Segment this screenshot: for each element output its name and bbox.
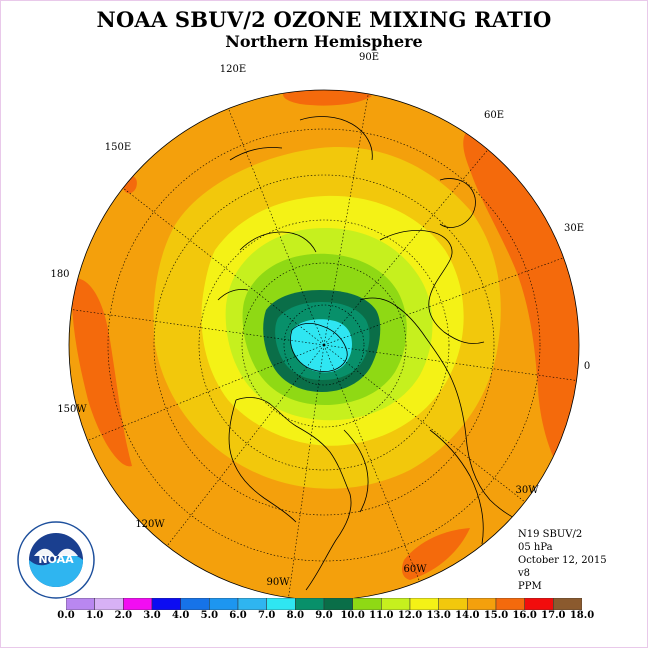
- ozone-field-7: [289, 319, 352, 373]
- meridian-line: [323, 344, 577, 381]
- longitude-label: 0: [584, 361, 590, 372]
- graticule: [71, 93, 577, 598]
- colorbar-segment: [553, 598, 582, 610]
- colorbar-tick-label: 2.0: [114, 610, 133, 621]
- satellite-label: N19 SBUV/2: [518, 529, 583, 540]
- colorbar-segment: [409, 598, 439, 610]
- longitude-label: 120W: [135, 519, 165, 530]
- colorbar-tick-label: 11.0: [369, 610, 394, 621]
- colorbar-segment: [381, 598, 411, 610]
- colorbar-tick-label: 13.0: [426, 610, 451, 621]
- colorbar-ticks: 0.0 1.0 2.0 3.0 4.0 5.0 6.0 7.0 8.0 9.0 10.0 11.0 12…: [0, 610, 648, 624]
- latitude-circle-70n: [241, 262, 407, 428]
- ozone-field-15-south: [402, 528, 470, 580]
- latitude-circle-40n: [107, 128, 541, 562]
- pressure-level-label: 05 hPa: [518, 542, 553, 553]
- logo-text: NOAA: [38, 553, 74, 566]
- latitude-circle-60n: [198, 219, 450, 471]
- colorbar-tick-label: 18.0: [569, 610, 595, 621]
- meridian-lines: [71, 93, 577, 598]
- meridian-line: [71, 309, 325, 346]
- meridian-line: [323, 344, 420, 582]
- meridian-line: [228, 108, 325, 346]
- longitude-label: 30W: [515, 485, 539, 496]
- colorbar-segment: [66, 598, 95, 610]
- colorbar-tick-label: 15.0: [483, 610, 509, 621]
- colorbar-tick-label: 7.0: [257, 610, 276, 621]
- units-label: PPM: [518, 581, 542, 592]
- longitude-label: 120E: [220, 64, 246, 75]
- colorbar-tick-label: 10.0: [340, 610, 365, 621]
- meridian-line: [87, 344, 325, 441]
- colorbar-tick-label: 1.0: [85, 610, 104, 621]
- colorbar-tick-label: 16.0: [512, 610, 537, 621]
- latitude-circle-50n: [153, 174, 495, 516]
- colorbar-segment: [209, 598, 239, 610]
- colorbar-tick-label: 4.0: [171, 610, 190, 621]
- coastlines: [217, 116, 537, 591]
- colorbar-tick-label: 9.0: [315, 610, 333, 621]
- colorbar-tick-label: 17.0: [541, 610, 566, 621]
- longitude-label: 60W: [403, 564, 427, 575]
- meridian-line: [323, 149, 489, 346]
- map-subtitle: Northern Hemisphere: [225, 32, 423, 51]
- longitude-label: 90W: [266, 577, 290, 588]
- longitude-label: 90E: [359, 52, 379, 63]
- longitude-label: 150E: [105, 142, 131, 153]
- colorbar: [66, 598, 582, 610]
- ozone-field-15-east: [463, 128, 579, 470]
- colorbar-segment: [352, 598, 382, 610]
- meridian-line: [122, 187, 325, 346]
- colorbar-tick-label: 14.0: [455, 610, 480, 621]
- colorbar-segment: [151, 598, 181, 610]
- version-label: v8: [518, 568, 531, 579]
- map-title: NOAA SBUV/2 OZONE MIXING RATIO: [96, 7, 552, 32]
- colorbar-segment: [438, 598, 468, 610]
- colorbar-segment: [123, 598, 153, 610]
- longitude-label: 180: [50, 269, 69, 280]
- colorbar-segment: [180, 598, 210, 610]
- colorbar-tick-label: 8.0: [286, 610, 305, 621]
- longitude-label: 30E: [564, 223, 584, 234]
- colorbar-segment: [524, 598, 554, 610]
- colorbar-tick-label: 0.0: [57, 610, 75, 621]
- meridian-line: [288, 344, 325, 598]
- colorbar-segment: [94, 598, 124, 610]
- longitude-label: 150W: [57, 404, 87, 415]
- ozone-field-15-west: [71, 277, 132, 467]
- ozone-field-15-north: [283, 90, 372, 106]
- colorbar-tick-label: 3.0: [143, 610, 161, 621]
- noaa-logo: NOAA: [17, 521, 95, 599]
- colorbar-tick-label: 12.0: [397, 610, 423, 621]
- colorbar-tick-label: 5.0: [200, 610, 219, 621]
- colorbar-tick-label: 6.0: [229, 610, 247, 621]
- meridian-line: [323, 344, 526, 503]
- colorbar-segment: [467, 598, 497, 610]
- colorbar-segment: [295, 598, 325, 610]
- colorbar-segment: [495, 598, 525, 610]
- longitude-label: 60E: [484, 110, 504, 121]
- colorbar-segment: [266, 598, 296, 610]
- longitude-labels: 90E 60E 30E 0 30W 60W 90W 120W 150W 180 150E 120E: [50, 52, 590, 588]
- date-label: October 12, 2015: [518, 555, 607, 566]
- meridian-line: [166, 344, 325, 547]
- latitude-circle-80n: [283, 304, 365, 386]
- colorbar-segment: [323, 598, 353, 610]
- colorbar-segment: [237, 598, 267, 610]
- info-block: N19 SBUV/2 05 hPa October 12, 2015 v8 PP…: [518, 528, 607, 593]
- meridian-line: [323, 257, 564, 346]
- meridian-line: [323, 93, 369, 346]
